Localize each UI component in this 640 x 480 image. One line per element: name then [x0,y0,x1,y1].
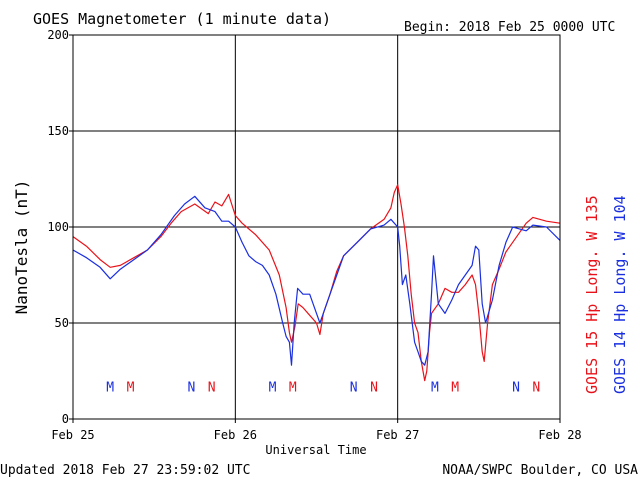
legend-goes15: GOES 15 Hp Long. W 135 [583,195,601,394]
x-axis-label: Universal Time [265,443,366,457]
x-tick-label: Feb 27 [376,428,419,442]
y-tick-label: 200 [47,28,69,42]
begin-time: Begin: 2018 Feb 25 0000 UTC [404,20,615,35]
series-line-goes14 [72,195,561,366]
event-label: N [370,380,378,395]
series-line-goes15 [72,184,561,382]
event-label: M [127,380,135,395]
y-tick-label: 50 [55,316,69,330]
x-axis-ticks: Feb 25 Feb 26 Feb 27 Feb 28 [51,419,582,442]
x-tick-label: Feb 28 [538,428,581,442]
x-tick-label: Feb 26 [214,428,257,442]
legend-goes14: GOES 14 Hp Long. W 104 [611,195,629,394]
grid [73,35,560,419]
series-layer [72,184,561,382]
y-axis-label: NanoTesla (nT) [12,180,31,315]
x-tick-label: Feb 25 [51,428,94,442]
updated-time: Updated 2018 Feb 27 23:59:02 UTC [0,463,250,478]
event-label: N [187,380,195,395]
event-label: N [208,380,216,395]
y-tick-label: 0 [62,412,69,426]
event-label: M [106,380,114,395]
event-label: N [512,380,520,395]
event-label: M [431,380,439,395]
y-tick-label: 100 [47,220,69,234]
event-label: M [269,380,277,395]
chart-title: GOES Magnetometer (1 minute data) [33,10,331,28]
event-label: M [451,380,459,395]
event-label: N [532,380,540,395]
event-label: N [350,380,358,395]
event-label: M [289,380,297,395]
y-tick-label: 150 [47,124,69,138]
credit: NOAA/SWPC Boulder, CO USA [442,463,638,478]
y-axis-ticks: 0 50 100 150 200 [47,28,73,426]
